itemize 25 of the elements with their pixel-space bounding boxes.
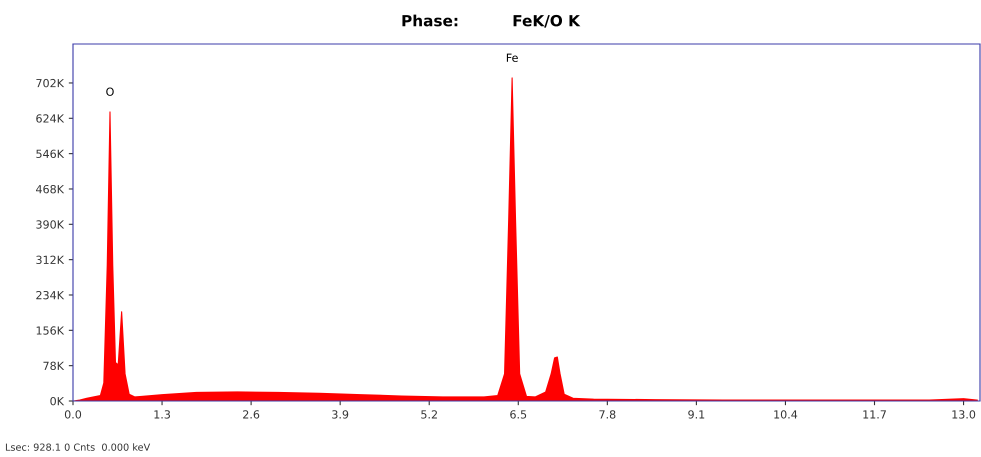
y-tick-label: 234K <box>36 290 64 300</box>
x-tick-label: 5.2 <box>421 410 437 419</box>
x-tick-label: 2.6 <box>243 410 260 419</box>
x-tick-label: 10.4 <box>774 410 798 419</box>
y-tick-label: 78K <box>43 362 64 370</box>
y-tick-label: 546K <box>36 150 64 158</box>
y-tick-label: 702K <box>36 78 64 88</box>
y-tick-label: 0K <box>50 396 64 406</box>
x-tick-label: 3.9 <box>332 410 348 419</box>
y-tick-label: 390K <box>36 220 64 229</box>
y-tick-label: 468K <box>36 184 64 194</box>
x-tick-label: 13.0 <box>952 410 976 419</box>
y-tick-label: 156K <box>36 326 64 335</box>
x-tick-label: 6.5 <box>510 410 526 419</box>
annotation: Fe <box>506 54 518 62</box>
x-tick-label: 0.0 <box>64 410 82 419</box>
x-tick-label: 11.7 <box>863 410 886 418</box>
x-tick-label: 7.8 <box>599 410 616 419</box>
text: Lsec: 928.1 0 Cnts 0.000 keV <box>6 443 150 451</box>
y-tick-label: 624K <box>36 114 64 123</box>
x-tick-label: 1.3 <box>154 410 170 419</box>
y-tick-label: 312K <box>36 256 64 264</box>
annotation: O <box>106 88 114 96</box>
chart-title: Phase: FeK/O K <box>402 14 580 28</box>
x-tick-label: 9.1 <box>688 410 704 419</box>
